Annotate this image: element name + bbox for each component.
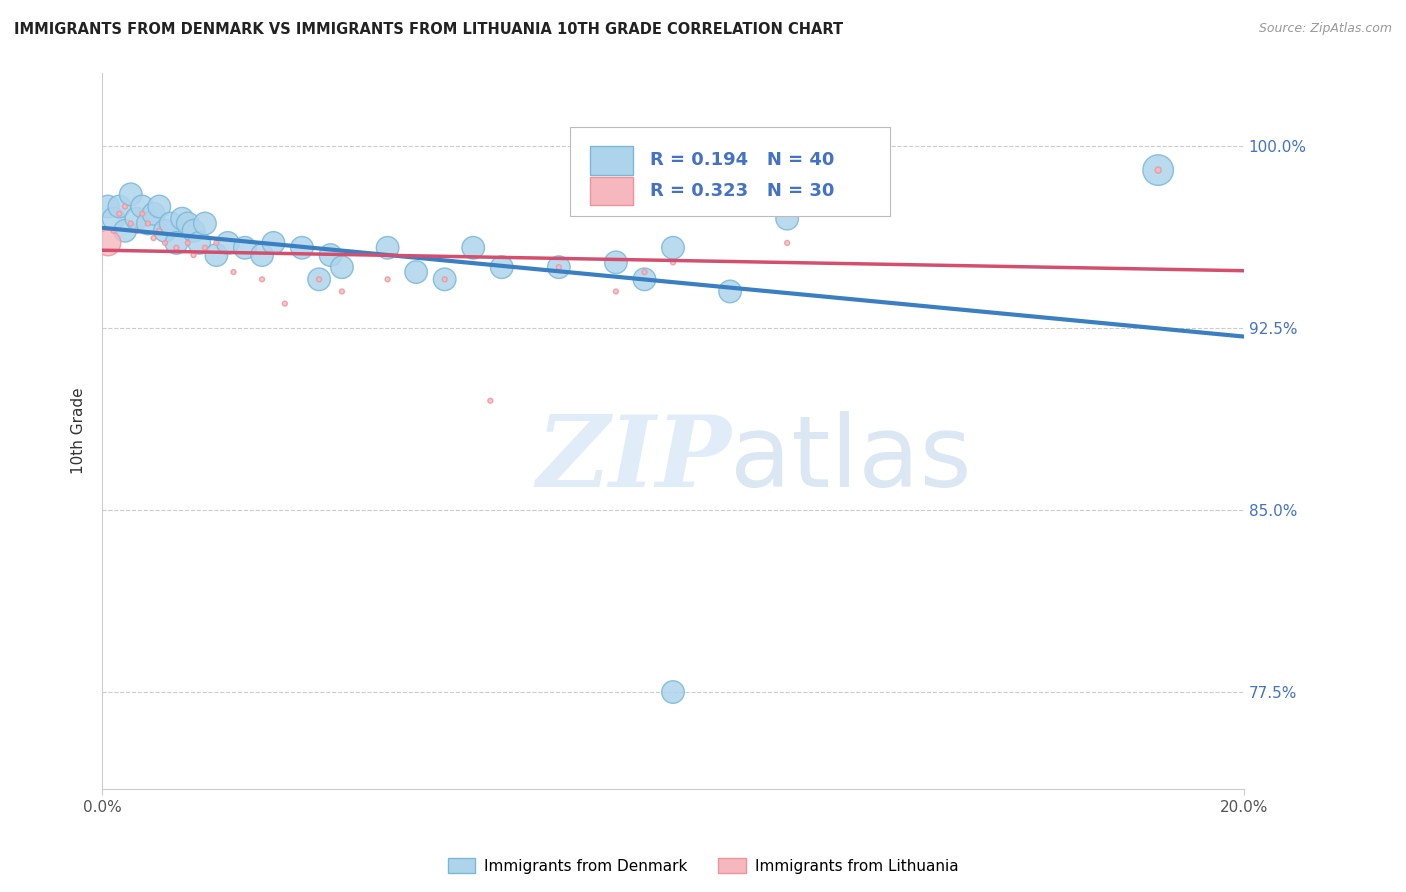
Point xyxy=(463,241,485,255)
Point xyxy=(330,260,353,275)
Point xyxy=(233,241,256,255)
Point xyxy=(142,207,165,221)
Text: atlas: atlas xyxy=(730,411,972,508)
Point xyxy=(262,235,284,250)
Point xyxy=(194,241,217,255)
Text: Source: ZipAtlas.com: Source: ZipAtlas.com xyxy=(1258,22,1392,36)
Point xyxy=(103,224,125,238)
Text: ZIP: ZIP xyxy=(536,411,731,508)
Point xyxy=(222,265,245,279)
Point xyxy=(177,235,200,250)
Point xyxy=(165,235,187,250)
Point xyxy=(274,296,297,310)
Point xyxy=(605,285,627,299)
Point xyxy=(479,393,502,408)
Point xyxy=(330,285,353,299)
Point xyxy=(308,272,330,286)
Point xyxy=(718,285,741,299)
Point xyxy=(153,235,176,250)
Point xyxy=(547,260,569,275)
Point xyxy=(183,248,205,262)
Point xyxy=(188,235,211,250)
Point xyxy=(148,200,170,214)
Point xyxy=(662,685,685,699)
Point xyxy=(142,231,165,245)
Text: IMMIGRANTS FROM DENMARK VS IMMIGRANTS FROM LITHUANIA 10TH GRADE CORRELATION CHAR: IMMIGRANTS FROM DENMARK VS IMMIGRANTS FR… xyxy=(14,22,844,37)
Legend: Immigrants from Denmark, Immigrants from Lithuania: Immigrants from Denmark, Immigrants from… xyxy=(441,852,965,880)
Point xyxy=(120,217,142,231)
Point xyxy=(633,265,655,279)
Point xyxy=(177,217,200,231)
Point xyxy=(250,272,273,286)
Point xyxy=(97,235,120,250)
Point xyxy=(633,272,655,286)
Point xyxy=(308,272,330,286)
Point xyxy=(319,248,342,262)
Point xyxy=(605,255,627,269)
Point xyxy=(148,224,170,238)
FancyBboxPatch shape xyxy=(571,127,890,216)
Point xyxy=(405,265,427,279)
Point xyxy=(377,241,399,255)
Point xyxy=(108,200,131,214)
Point xyxy=(114,224,136,238)
Point xyxy=(776,235,799,250)
Point xyxy=(433,272,456,286)
Point xyxy=(172,211,194,226)
Point xyxy=(136,217,159,231)
Point xyxy=(205,248,228,262)
Point xyxy=(136,217,159,231)
Point xyxy=(159,217,181,231)
Point xyxy=(125,224,148,238)
Point xyxy=(194,217,217,231)
Point xyxy=(114,200,136,214)
Point xyxy=(1147,163,1170,178)
Point xyxy=(108,207,131,221)
Point xyxy=(183,224,205,238)
Point xyxy=(153,224,176,238)
Point xyxy=(547,260,569,275)
Text: R = 0.323   N = 30: R = 0.323 N = 30 xyxy=(650,182,835,200)
Point xyxy=(291,241,314,255)
Point xyxy=(165,241,187,255)
Point xyxy=(662,241,685,255)
FancyBboxPatch shape xyxy=(589,177,633,205)
Point xyxy=(97,200,120,214)
Point xyxy=(103,211,125,226)
Point xyxy=(1147,163,1170,178)
Y-axis label: 10th Grade: 10th Grade xyxy=(72,388,86,475)
Text: R = 0.194   N = 40: R = 0.194 N = 40 xyxy=(650,152,835,169)
Point xyxy=(662,255,685,269)
Point xyxy=(377,272,399,286)
Point xyxy=(250,248,273,262)
Point xyxy=(131,207,153,221)
Point xyxy=(433,272,456,286)
Point xyxy=(217,235,239,250)
Point xyxy=(131,200,153,214)
Point xyxy=(776,211,799,226)
Point xyxy=(125,211,148,226)
Point xyxy=(120,187,142,202)
Point xyxy=(491,260,513,275)
FancyBboxPatch shape xyxy=(589,146,633,175)
Point xyxy=(205,235,228,250)
